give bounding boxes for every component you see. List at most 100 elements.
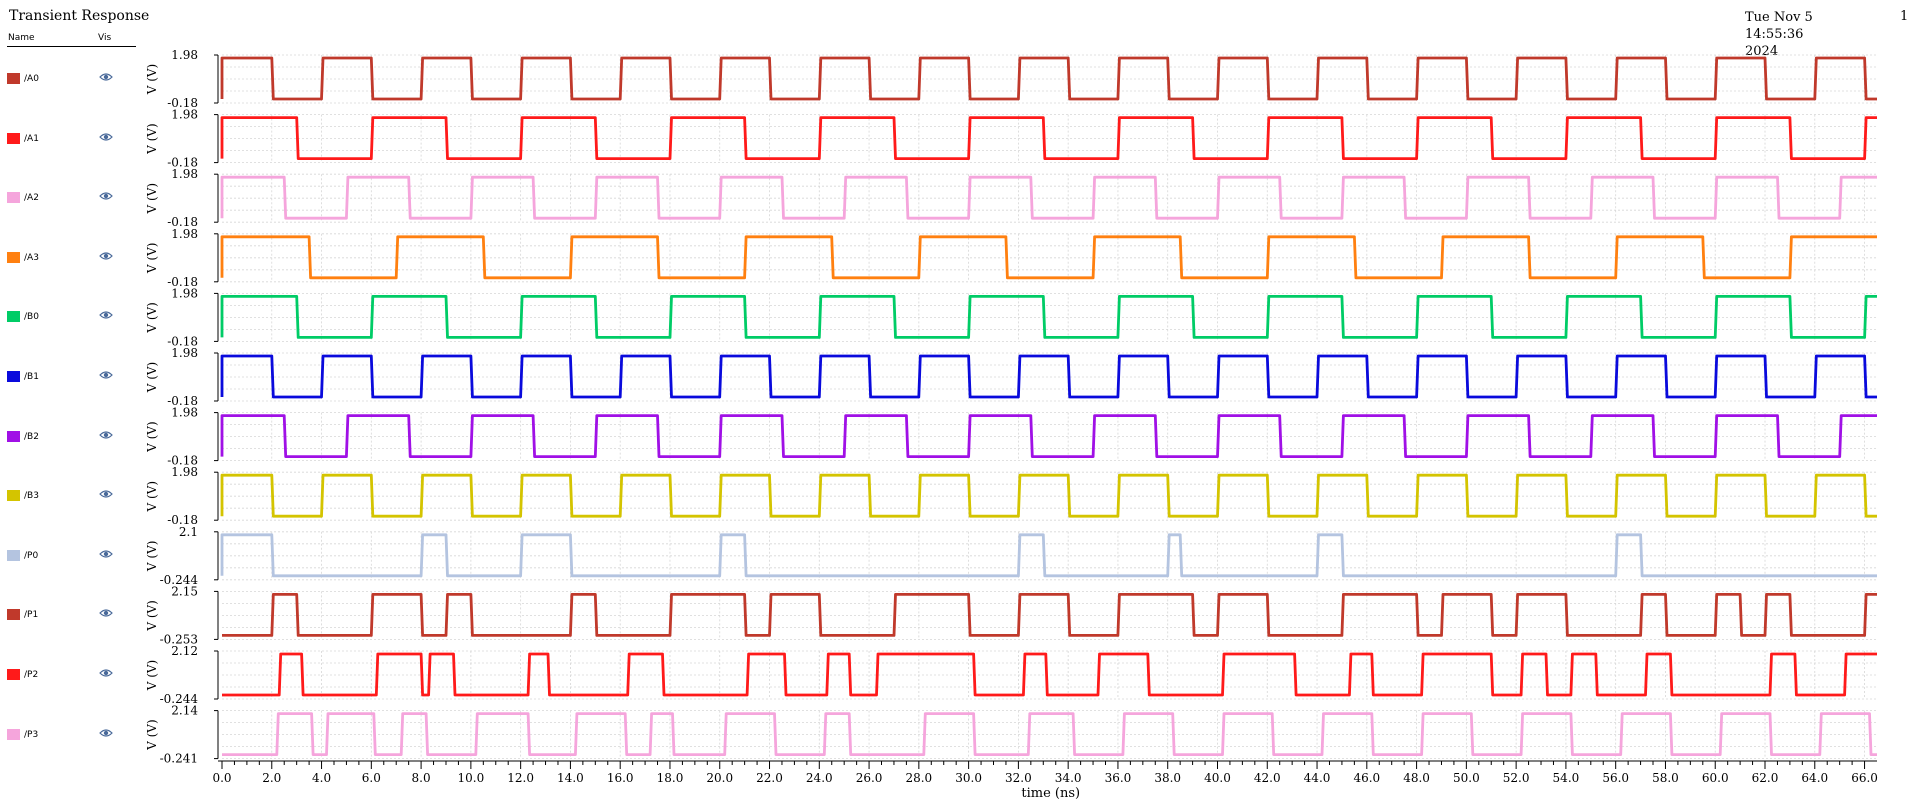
legend-label: /A2 (24, 193, 39, 204)
y-axis-label: V (V) (145, 719, 159, 751)
x-tick-label: 56.0 (1602, 771, 1629, 785)
x-tick-label: 0.0 (212, 771, 231, 785)
legend-label: /P3 (24, 729, 39, 740)
x-tick-label: 14.0 (557, 771, 584, 785)
legend-swatch (7, 549, 20, 561)
x-tick-label: 62.0 (1752, 771, 1779, 785)
waveform-b3 (220, 473, 1877, 518)
visibility-eye-icon[interactable] (99, 72, 113, 82)
waveform-b0 (220, 295, 1877, 339)
y-tick-label-min: -0.244 (160, 692, 199, 706)
visibility-eye-icon[interactable] (99, 132, 113, 142)
y-axis-label: V (V) (145, 123, 159, 155)
waveform-p3 (222, 712, 1877, 756)
x-tick-label: 2.0 (262, 771, 281, 785)
y-tick-label-max: 1.98 (171, 227, 198, 241)
legend-swatch (7, 311, 20, 323)
y-axis-label: V (V) (145, 481, 159, 513)
legend-label: /A1 (24, 133, 39, 144)
x-tick-label: 24.0 (806, 771, 833, 785)
legend-label: /B1 (24, 372, 39, 382)
y-tick-label-min: -0.18 (167, 275, 198, 289)
legend-swatch (7, 73, 20, 84)
legend-swatch (7, 430, 20, 442)
chart-title: Transient Response (9, 8, 150, 24)
x-tick-label: 10.0 (458, 771, 485, 785)
visibility-eye-icon[interactable] (99, 430, 113, 440)
visibility-eye-icon[interactable] (99, 191, 113, 201)
y-tick-label-min: -0.244 (160, 573, 199, 587)
visibility-eye-icon[interactable] (99, 370, 113, 380)
visibility-eye-icon[interactable] (99, 608, 113, 618)
x-axis-label: time (ns) (1021, 786, 1080, 801)
visibility-eye-icon[interactable] (99, 668, 113, 678)
x-tick-label: 66.0 (1851, 771, 1878, 785)
legend-label: /P0 (24, 550, 39, 561)
y-tick-label-max: 1.98 (171, 48, 198, 62)
x-tick-label: 34.0 (1055, 771, 1082, 785)
visibility-eye-icon[interactable] (99, 728, 113, 738)
waveform-a2 (220, 175, 1877, 220)
x-tick-label: 36.0 (1105, 771, 1132, 785)
y-tick-label-max: 2.1 (179, 525, 198, 539)
x-tick-label: 32.0 (1005, 771, 1032, 785)
y-tick-label-max: 1.98 (171, 286, 198, 300)
y-tick-label-min: -0.18 (167, 394, 198, 408)
page-number: 1 (1900, 9, 1909, 24)
x-tick-label: 64.0 (1801, 771, 1828, 785)
x-tick-label: 60.0 (1702, 771, 1729, 785)
y-tick-label-min: -0.253 (160, 632, 198, 646)
x-tick-label: 38.0 (1154, 771, 1181, 785)
x-tick-label: 22.0 (756, 771, 783, 785)
timestamp-line2: 2024 (1745, 44, 1779, 59)
x-tick-label: 58.0 (1652, 771, 1679, 785)
legend-header-vis: Vis (98, 33, 112, 43)
waveform-a0 (220, 56, 1877, 101)
y-tick-label-max: 1.98 (171, 167, 198, 181)
y-tick-label-max: 2.12 (171, 644, 198, 658)
y-tick-label-min: -0.18 (167, 96, 198, 110)
visibility-eye-icon[interactable] (99, 549, 113, 559)
y-axis-label: V (V) (145, 600, 159, 632)
legend-swatch (7, 669, 20, 680)
legend-label: /A3 (24, 252, 39, 263)
x-tick-label: 48.0 (1403, 771, 1430, 785)
waveform-p1 (222, 593, 1877, 637)
y-tick-label-max: 2.14 (171, 704, 198, 718)
x-tick-label: 46.0 (1353, 771, 1380, 785)
visibility-eye-icon[interactable] (99, 489, 113, 499)
legend-label: /P1 (24, 610, 39, 621)
waveform-p2 (222, 652, 1877, 697)
y-axis-label: V (V) (145, 362, 159, 394)
y-axis-label: V (V) (145, 660, 159, 692)
y-tick-label-min: -0.18 (167, 215, 198, 229)
x-tick-label: 44.0 (1304, 771, 1331, 785)
waveform-b1 (220, 354, 1877, 399)
x-tick-label: 16.0 (607, 771, 634, 785)
y-tick-label-min: -0.241 (160, 752, 198, 766)
legend-swatch (7, 490, 20, 502)
legend-swatch (7, 251, 20, 263)
visibility-eye-icon[interactable] (99, 251, 113, 261)
x-tick-label: 40.0 (1204, 771, 1231, 785)
y-axis-label: V (V) (145, 183, 159, 215)
legend-label: /A0 (24, 74, 39, 84)
legend-swatch (7, 192, 20, 204)
x-tick-label: 26.0 (856, 771, 883, 785)
y-tick-label-max: 1.98 (171, 346, 198, 360)
y-tick-label-min: -0.18 (167, 513, 198, 527)
x-tick-label: 4.0 (312, 771, 331, 785)
y-tick-label-max: 1.98 (171, 108, 198, 122)
legend-swatch (7, 371, 20, 382)
y-axis-label: V (V) (145, 302, 159, 334)
x-tick-label: 12.0 (507, 771, 534, 785)
waveform-b2 (220, 414, 1877, 458)
x-tick-label: 18.0 (657, 771, 684, 785)
legend-label: /P2 (24, 670, 39, 680)
y-axis-label: V (V) (145, 243, 159, 275)
x-tick-label: 28.0 (905, 771, 932, 785)
y-tick-label-max: 1.98 (171, 406, 198, 420)
visibility-eye-icon[interactable] (99, 310, 113, 320)
x-tick-label: 20.0 (706, 771, 733, 785)
